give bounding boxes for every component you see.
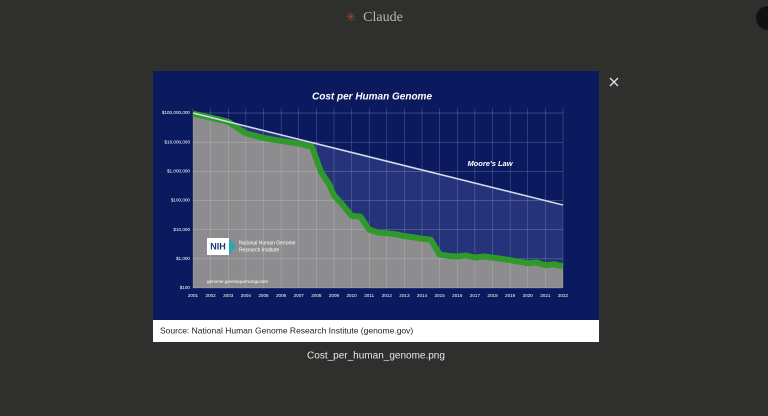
x-tick-label: 2011 xyxy=(364,293,374,298)
filename: Cost_per_human_genome.png xyxy=(307,351,445,362)
x-tick-label: 2022 xyxy=(558,293,569,298)
y-tick-label: $10,000 xyxy=(173,227,190,232)
y-tick-label: $100,000,000 xyxy=(162,110,191,115)
x-tick-label: 2009 xyxy=(329,293,340,298)
close-icon xyxy=(609,77,619,87)
caption: Source: National Human Genome Research I… xyxy=(160,325,413,335)
avatar[interactable] xyxy=(756,6,768,30)
y-tick-label: $100 xyxy=(180,285,191,290)
institute: National Human Genome xyxy=(239,240,296,246)
caption-bar xyxy=(153,320,599,342)
x-tick-label: 2017 xyxy=(470,293,481,298)
x-tick-label: 2018 xyxy=(487,293,498,298)
y-tick-label: $1,000,000 xyxy=(167,169,190,174)
y-tick-label: $1,000 xyxy=(176,256,190,261)
brand-icon: ✳ xyxy=(346,9,357,24)
institute: Research Institute xyxy=(239,247,280,253)
moore-line xyxy=(192,112,564,206)
x-tick-label: 2019 xyxy=(505,293,516,298)
x-tick-label: 2001 xyxy=(188,293,199,298)
logo: NIH xyxy=(210,241,226,251)
x-tick-label: 2014 xyxy=(417,293,428,298)
y-tick-label: $10,000,000 xyxy=(164,139,190,144)
chart: Cost per Human Genome $100 $1,000 $10,000 $… xyxy=(162,92,569,299)
logo-box xyxy=(207,238,229,255)
close-button[interactable] xyxy=(609,77,619,87)
x-tick-label: 2010 xyxy=(346,293,357,298)
cost-region xyxy=(193,113,563,289)
x-tick-label: 2015 xyxy=(435,293,446,298)
x-tick-label: 2013 xyxy=(399,293,410,298)
cost-line xyxy=(192,110,564,270)
series-label: Moore's Law xyxy=(467,159,513,168)
source-url: genome.gov/sequencingcosts xyxy=(207,279,268,284)
x-tick-label: 2016 xyxy=(452,293,463,298)
x-tick-label: 2004 xyxy=(241,293,252,298)
x-tick-label: 2021 xyxy=(540,293,551,298)
x-tick-label: 2007 xyxy=(294,293,305,298)
x-tick-label: 2020 xyxy=(523,293,534,298)
x-tick-label: 2003 xyxy=(223,293,234,298)
y-tick-label: $100,000 xyxy=(171,198,191,203)
brand: Claude xyxy=(363,10,403,25)
x-tick-label: 2005 xyxy=(258,293,269,298)
x-tick-label: 2006 xyxy=(276,293,287,298)
chart-title: Cost per Human Genome xyxy=(312,92,432,103)
x-tick-label: 2002 xyxy=(206,293,217,298)
x-tick-label: 2008 xyxy=(311,293,322,298)
logo-arrow xyxy=(229,238,236,255)
x-tick-label: 2012 xyxy=(382,293,393,298)
